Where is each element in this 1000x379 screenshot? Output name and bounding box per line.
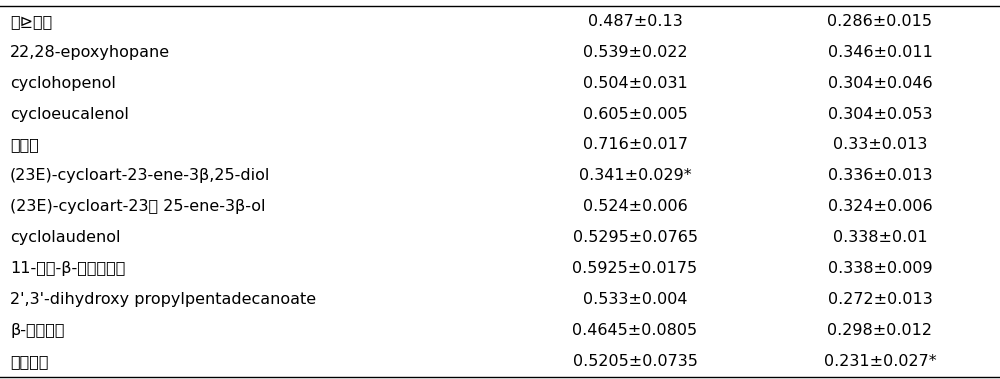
Text: 0.231±0.027*: 0.231±0.027* — [824, 354, 936, 369]
Text: 0.286±0.015: 0.286±0.015 — [828, 14, 932, 29]
Text: 氮氯啗噇: 氮氯啗噇 — [10, 354, 48, 369]
Text: 22,28-epoxyhopane: 22,28-epoxyhopane — [10, 45, 170, 60]
Text: 0.298±0.012: 0.298±0.012 — [828, 323, 932, 338]
Text: 0.524±0.006: 0.524±0.006 — [583, 199, 687, 215]
Text: 0.716±0.017: 0.716±0.017 — [582, 138, 688, 152]
Text: 11-缪基-β-乙酰乳香酸: 11-缪基-β-乙酰乳香酸 — [10, 261, 125, 276]
Text: 0.5205±0.0735: 0.5205±0.0735 — [573, 354, 697, 369]
Text: 0.487±0.13: 0.487±0.13 — [588, 14, 682, 29]
Text: 0.324±0.006: 0.324±0.006 — [828, 199, 932, 215]
Text: cyclolaudenol: cyclolaudenol — [10, 230, 120, 245]
Text: 0.346±0.011: 0.346±0.011 — [828, 45, 932, 60]
Text: 0.272±0.013: 0.272±0.013 — [828, 292, 932, 307]
Text: 齐⊵果酸: 齐⊵果酸 — [10, 14, 52, 29]
Text: 2',3'-dihydroxy propylpentadecanoate: 2',3'-dihydroxy propylpentadecanoate — [10, 292, 316, 307]
Text: (23E)-cycloart-23-ene-3β,25-diol: (23E)-cycloart-23-ene-3β,25-diol — [10, 168, 270, 183]
Text: 0.539±0.022: 0.539±0.022 — [583, 45, 687, 60]
Text: 0.336±0.013: 0.336±0.013 — [828, 168, 932, 183]
Text: 0.533±0.004: 0.533±0.004 — [583, 292, 687, 307]
Text: 0.4645±0.0805: 0.4645±0.0805 — [572, 323, 698, 338]
Text: 0.341±0.029*: 0.341±0.029* — [579, 168, 691, 183]
Text: 0.605±0.005: 0.605±0.005 — [583, 106, 687, 122]
Text: β-胡萝卜苷: β-胡萝卜苷 — [10, 323, 64, 338]
Text: (23E)-cycloart-23， 25-ene-3β-ol: (23E)-cycloart-23， 25-ene-3β-ol — [10, 199, 266, 215]
Text: 0.504±0.031: 0.504±0.031 — [583, 75, 687, 91]
Text: 0.5295±0.0765: 0.5295±0.0765 — [572, 230, 698, 245]
Text: 0.5925±0.0175: 0.5925±0.0175 — [572, 261, 698, 276]
Text: cyclohopenol: cyclohopenol — [10, 75, 116, 91]
Text: 0.304±0.046: 0.304±0.046 — [828, 75, 932, 91]
Text: 0.338±0.01: 0.338±0.01 — [833, 230, 927, 245]
Text: 0.338±0.009: 0.338±0.009 — [828, 261, 932, 276]
Text: 木栓锐: 木栓锐 — [10, 138, 39, 152]
Text: 0.33±0.013: 0.33±0.013 — [833, 138, 927, 152]
Text: 0.304±0.053: 0.304±0.053 — [828, 106, 932, 122]
Text: cycloeucalenol: cycloeucalenol — [10, 106, 129, 122]
